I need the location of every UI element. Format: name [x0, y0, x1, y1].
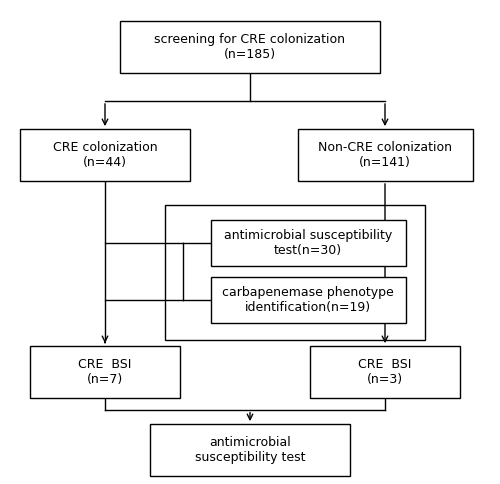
Text: Non-CRE colonization
(n=141): Non-CRE colonization (n=141) [318, 141, 452, 169]
Text: carbapenemase phenotype
identification(n=19): carbapenemase phenotype identification(n… [222, 286, 394, 314]
Bar [210, 277, 406, 323]
Bar [165, 205, 425, 339]
Bar [150, 424, 350, 476]
Bar [30, 346, 180, 398]
Text: screening for CRE colonization
(n=185): screening for CRE colonization (n=185) [154, 33, 346, 61]
Text: CRE colonization
(n=44): CRE colonization (n=44) [52, 141, 158, 169]
Bar [310, 346, 460, 398]
Bar [20, 129, 190, 181]
Bar [120, 21, 380, 73]
Bar [298, 129, 472, 181]
Text: antimicrobial susceptibility
test(n=30): antimicrobial susceptibility test(n=30) [224, 229, 392, 257]
Text: CRE  BSI
(n=3): CRE BSI (n=3) [358, 358, 412, 386]
Bar [210, 220, 406, 266]
Text: CRE  BSI
(n=7): CRE BSI (n=7) [78, 358, 132, 386]
Text: antimicrobial
susceptibility test: antimicrobial susceptibility test [195, 436, 305, 464]
